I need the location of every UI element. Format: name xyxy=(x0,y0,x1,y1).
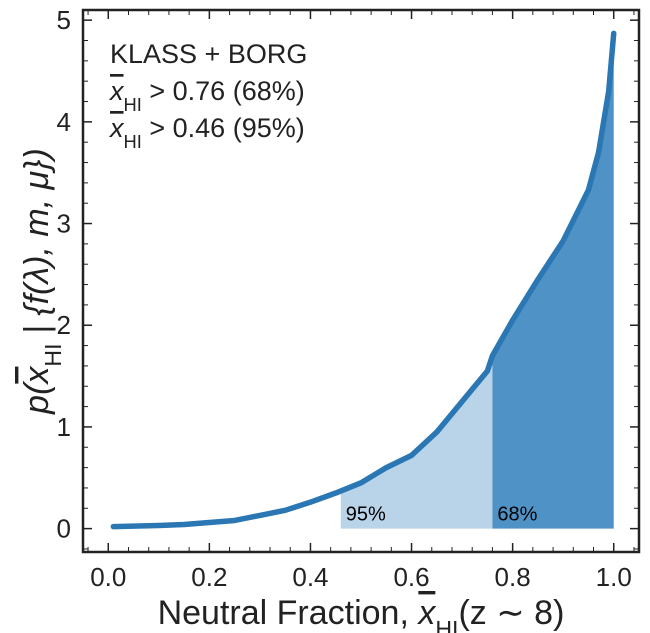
label-part: | {f(λ), m, μ}) xyxy=(18,148,56,343)
label-part: p( xyxy=(18,380,56,415)
label-symbol: x xyxy=(18,366,56,386)
x-tick-label: 0.6 xyxy=(393,562,429,592)
x-tick-label: 0.2 xyxy=(191,562,227,592)
label-subscript: HI xyxy=(40,343,66,366)
y-tick-label: 0 xyxy=(57,514,71,544)
y-tick-label: 3 xyxy=(57,209,71,239)
label-subscript: HI xyxy=(435,616,458,633)
y-tick-label: 1 xyxy=(57,412,71,442)
annotation-title: KLASS + BORG xyxy=(110,39,307,69)
label-subscript: HI xyxy=(124,131,142,152)
label-subscript: HI xyxy=(124,94,142,115)
label-part: (z ∼ 8) xyxy=(458,594,564,632)
x-tick-label: 0.8 xyxy=(495,562,531,592)
curve xyxy=(110,30,617,530)
label-symbol: x xyxy=(108,113,125,143)
shaded-region xyxy=(340,355,493,529)
y-tick-label: 2 xyxy=(57,310,71,340)
region-label: 95% xyxy=(346,504,386,526)
axis-label: xHI > 0.76 (68%) xyxy=(108,76,305,115)
y-tick-label: 4 xyxy=(57,107,71,137)
plot-frame xyxy=(81,8,641,554)
x-tick-label: 0.4 xyxy=(292,562,328,592)
label-part: Neutral Fraction, xyxy=(158,594,419,632)
axis-label: Neutral Fraction, xHI(z ∼ 8) xyxy=(158,594,565,633)
shaded-region xyxy=(492,33,614,529)
y-tick-label: 5 xyxy=(57,5,71,35)
axis-label: p(xHI | {f(λ), m, μ}) xyxy=(18,148,66,415)
x-tick-label: 1.0 xyxy=(596,562,632,592)
label-symbol: x xyxy=(108,76,125,106)
region-label: 68% xyxy=(497,504,537,526)
label-symbol: x xyxy=(416,594,436,632)
x-tick-label: 0.0 xyxy=(90,562,126,592)
label-part: > 0.76 (68%) xyxy=(142,76,305,106)
label-part: > 0.46 (95%) xyxy=(142,113,305,143)
axis-label: xHI > 0.46 (95%) xyxy=(108,113,305,152)
